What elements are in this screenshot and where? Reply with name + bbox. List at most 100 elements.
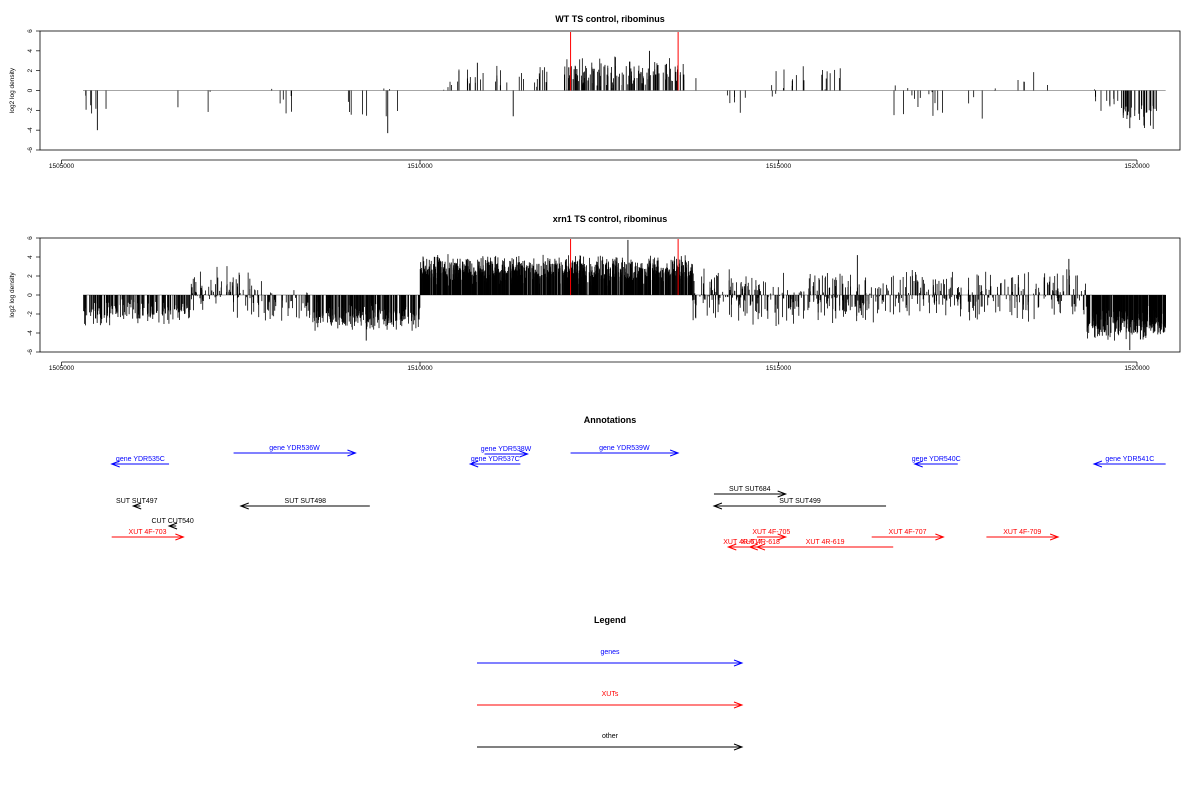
annotation-label: XUT 4F-703 bbox=[129, 529, 167, 536]
panel-title: xrn1 TS control, ribominus bbox=[553, 214, 668, 224]
y-tick-label: -4 bbox=[27, 330, 34, 336]
coverage-panel-1: WT TS control, ribominus 6 4 2 0 -2 -4 -6 log2 l… bbox=[9, 14, 1181, 170]
annotation-feature: XUT 4F-703 bbox=[111, 529, 185, 541]
y-tick-label: -4 bbox=[27, 127, 34, 133]
coverage-panel-2: xrn1 TS control, ribominus 6 4 2 0 -2 -4 -6 log2… bbox=[9, 214, 1181, 372]
feature-arrow-head bbox=[669, 449, 680, 457]
annotations-title: Annotations bbox=[584, 415, 637, 425]
y-tick-label: 0 bbox=[27, 293, 34, 297]
annotation-feature: CUT CUT540 bbox=[152, 518, 194, 530]
annotation-label: SUT SUT499 bbox=[779, 498, 821, 505]
annotation-feature: SUT SUT499 bbox=[712, 498, 887, 510]
legend-item: genes bbox=[477, 649, 744, 667]
annotation-feature: gene YDR540C bbox=[912, 456, 961, 468]
annotation-label: SUT SUT684 bbox=[729, 486, 771, 493]
annotation-feature: XUT 4R-619 bbox=[755, 539, 894, 551]
annotation-label: XUT 4F-709 bbox=[1003, 529, 1041, 536]
x-tick-label: 1515000 bbox=[766, 163, 792, 170]
x-axis: 1505000 1510000 1515000 1520000 bbox=[49, 159, 1150, 170]
annotation-feature: gene YDR537C bbox=[468, 456, 521, 468]
annotation-feature: XUT 4F-709 bbox=[986, 529, 1060, 541]
y-axis-label: log2 log density bbox=[9, 67, 16, 113]
annotations-panel: Annotations gene YDR535C gene YDR536W gene … bbox=[110, 415, 1166, 551]
annotation-feature: SUT SUT684 bbox=[713, 486, 788, 498]
x-tick-label: 1520000 bbox=[1124, 365, 1150, 372]
x-tick-label: 1510000 bbox=[407, 365, 433, 372]
legend-item: XUTs bbox=[477, 691, 744, 709]
annotation-feature: XUT 4F-705 bbox=[752, 529, 790, 541]
y-tick-label: 2 bbox=[27, 68, 34, 72]
annotation-feature: SUT SUT498 bbox=[239, 498, 370, 510]
annotation-label: SUT SUT498 bbox=[285, 498, 327, 505]
annotation-feature: gene YDR538W bbox=[481, 446, 532, 458]
annotation-label: gene YDR535C bbox=[116, 456, 165, 463]
y-tick-label: 0 bbox=[27, 88, 34, 92]
legend: Legend genes XUTs other bbox=[477, 615, 744, 751]
feature-arrow-head bbox=[110, 460, 120, 468]
feature-arrow-head bbox=[777, 533, 788, 541]
feature-arrow-head bbox=[755, 543, 766, 551]
feature-arrow-head bbox=[733, 659, 744, 667]
y-axis-label: log2 log density bbox=[9, 272, 16, 318]
legend-item: other bbox=[477, 733, 744, 751]
y-tick-label: 6 bbox=[27, 236, 34, 240]
feature-arrow-head bbox=[1049, 533, 1060, 541]
y-tick-label: 6 bbox=[27, 29, 34, 33]
y-tick-label: -2 bbox=[27, 107, 34, 113]
annotation-label: gene YDR540C bbox=[912, 456, 961, 463]
annotation-label: gene YDR536W bbox=[269, 445, 320, 452]
annotation-feature: XUT 4F-707 bbox=[871, 529, 945, 541]
legend-item-label: genes bbox=[600, 649, 620, 656]
annotation-feature: gene YDR535C bbox=[110, 456, 170, 468]
feature-arrow-head bbox=[347, 449, 357, 457]
feature-arrow-head bbox=[935, 533, 945, 541]
feature-arrow-head bbox=[748, 543, 758, 551]
feature-arrow-head bbox=[1092, 460, 1103, 468]
y-tick-label: -2 bbox=[27, 311, 34, 317]
x-tick-label: 1520000 bbox=[1124, 163, 1150, 170]
annotation-label: gene YDR538W bbox=[481, 446, 532, 453]
feature-arrow-head bbox=[519, 450, 529, 458]
annotation-label: XUT 4R-618 bbox=[741, 539, 780, 546]
annotation-feature: gene YDR539W bbox=[570, 445, 680, 457]
y-tick-label: -6 bbox=[27, 147, 34, 153]
feature-arrow-head bbox=[777, 490, 788, 498]
annotation-label: gene YDR541C bbox=[1105, 456, 1154, 463]
feature-arrow-head bbox=[726, 543, 737, 551]
y-tick-label: 4 bbox=[27, 49, 34, 53]
feature-arrow-head bbox=[712, 502, 723, 510]
x-tick-label: 1515000 bbox=[766, 365, 792, 372]
y-axis: 6 4 2 0 -2 -4 -6 log2 log density bbox=[9, 29, 40, 153]
annotation-label: CUT CUT540 bbox=[152, 518, 194, 525]
feature-arrow-head bbox=[733, 701, 744, 709]
annotation-label: SUT SUT497 bbox=[116, 498, 158, 505]
annotation-label: XUT 4R-617 bbox=[723, 539, 762, 546]
feature-arrow-head bbox=[239, 502, 249, 510]
y-axis: 6 4 2 0 -2 -4 -6 log2 log density bbox=[9, 236, 40, 355]
x-tick-label: 1505000 bbox=[49, 163, 75, 170]
annotation-feature: gene YDR536W bbox=[233, 445, 357, 457]
annotation-label: gene YDR539W bbox=[599, 445, 650, 452]
annotation-label: XUT 4F-705 bbox=[752, 529, 790, 536]
annotation-label: XUT 4F-707 bbox=[889, 529, 927, 536]
y-tick-label: 2 bbox=[27, 274, 34, 278]
feature-arrow-head bbox=[468, 460, 479, 468]
annotation-label: gene YDR537C bbox=[471, 456, 520, 463]
feature-arrow-head bbox=[733, 743, 744, 751]
legend-item-label: other bbox=[602, 733, 619, 740]
feature-arrow-head bbox=[167, 522, 178, 530]
feature-arrow-head bbox=[131, 502, 142, 510]
feature-arrow-head bbox=[175, 533, 185, 541]
x-tick-label: 1505000 bbox=[49, 365, 75, 372]
feature-arrow-head bbox=[913, 460, 923, 468]
x-axis: 1505000 1510000 1515000 1520000 bbox=[49, 361, 1150, 372]
annotation-feature: gene YDR541C bbox=[1092, 456, 1166, 468]
annotation-feature: SUT SUT497 bbox=[116, 498, 158, 510]
y-tick-label: 4 bbox=[27, 255, 34, 259]
coverage-bars bbox=[83, 239, 1166, 351]
annotation-label: XUT 4R-619 bbox=[806, 539, 845, 546]
legend-item-label: XUTs bbox=[602, 691, 619, 698]
x-tick-label: 1510000 bbox=[407, 163, 433, 170]
panel-title: WT TS control, ribominus bbox=[555, 14, 665, 24]
